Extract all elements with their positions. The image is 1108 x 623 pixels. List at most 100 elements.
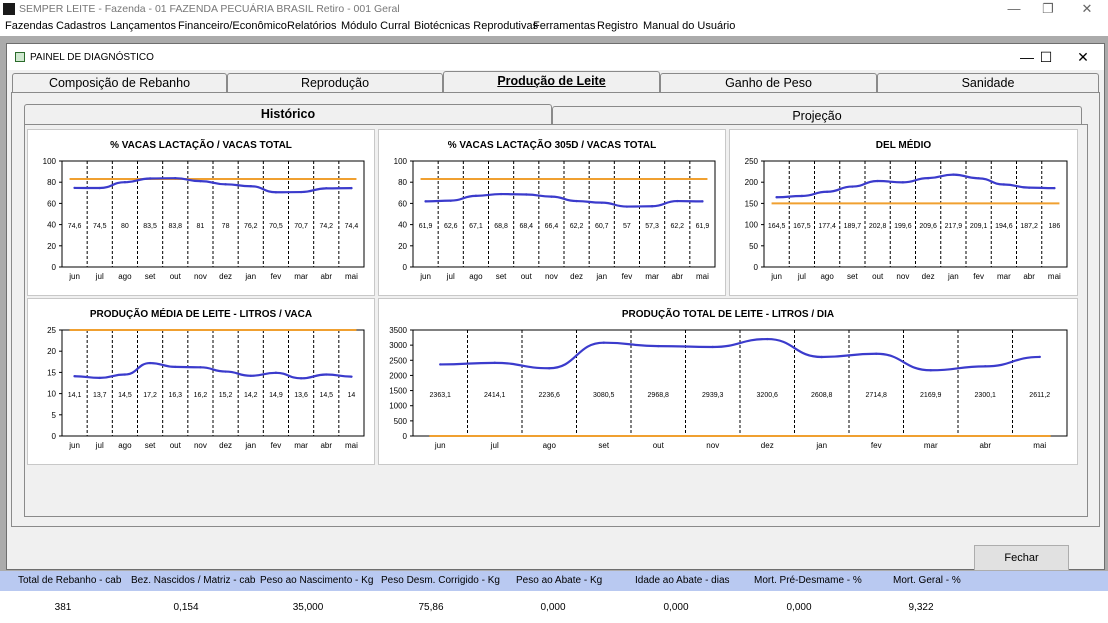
x-tick-label: jan bbox=[244, 441, 256, 450]
stat-label-peso-desmame: Peso Desm. Corrigido - Kg bbox=[381, 575, 500, 586]
x-tick-label: mai bbox=[696, 272, 709, 281]
y-tick-label: 2000 bbox=[389, 371, 407, 380]
subtab-projecao[interactable]: Projeção bbox=[552, 106, 1082, 125]
x-tick-label: mai bbox=[345, 441, 358, 450]
data-label: 2611,2 bbox=[1029, 392, 1050, 399]
data-point bbox=[977, 177, 980, 180]
y-tick-label: 60 bbox=[398, 199, 407, 208]
stat-label-mort-pre-desmame: Mort. Pré-Desmame - % bbox=[754, 575, 862, 586]
y-tick-label: 5 bbox=[52, 411, 57, 420]
chart-vacas-lactacao: % VACAS LACTAÇÃO / VACAS TOTAL 0 20 40 60 80 1… bbox=[27, 129, 375, 296]
data-point bbox=[325, 373, 328, 376]
dialog-minimize-button[interactable]: — bbox=[1020, 49, 1034, 65]
menu-financeiro[interactable]: Financeiro/Econômico bbox=[178, 20, 287, 32]
stat-value-mort-geral: 9,322 bbox=[908, 602, 934, 613]
data-point bbox=[224, 183, 227, 186]
menu-lancamentos[interactable]: Lançamentos bbox=[110, 20, 177, 32]
x-tick-label: mar bbox=[645, 272, 659, 281]
x-tick-label: mai bbox=[1033, 441, 1046, 450]
data-label: 83,8 bbox=[168, 223, 182, 230]
tab-producao-leite[interactable]: Produção de Leite bbox=[443, 71, 660, 92]
data-label: 74,2 bbox=[319, 223, 333, 230]
x-tick-label: nov bbox=[194, 272, 207, 281]
data-label: 70,5 bbox=[269, 223, 283, 230]
data-point bbox=[350, 186, 353, 190]
app-icon bbox=[3, 3, 15, 15]
close-window-button[interactable]: ✕ bbox=[1081, 1, 1093, 16]
x-tick-label: out bbox=[521, 272, 533, 281]
data-point bbox=[199, 179, 202, 183]
x-tick-label: jan bbox=[244, 272, 256, 281]
dialog-icon bbox=[15, 52, 25, 62]
y-tick-label: 80 bbox=[47, 178, 56, 187]
x-tick-label: abr bbox=[1023, 272, 1035, 281]
data-label: 2363,1 bbox=[430, 392, 452, 399]
y-tick-label: 0 bbox=[754, 263, 759, 272]
tab-sanidade[interactable]: Sanidade bbox=[877, 73, 1099, 92]
data-point bbox=[929, 369, 932, 372]
data-label: 194,6 bbox=[995, 223, 1013, 230]
data-label: 78 bbox=[222, 223, 230, 230]
minimize-button[interactable]: — bbox=[1007, 1, 1021, 16]
x-tick-label: nov bbox=[896, 272, 909, 281]
stat-label-bez-nascidos: Bez. Nascidos / Matriz - cab bbox=[131, 575, 256, 586]
menu-manual[interactable]: Manual do Usuário bbox=[643, 20, 736, 32]
subtab-historico[interactable]: Histórico bbox=[24, 104, 552, 125]
stat-label-mort-geral: Mort. Geral - % bbox=[893, 575, 961, 586]
data-point bbox=[876, 179, 879, 183]
tab-ganho-peso[interactable]: Ganho de Peso bbox=[660, 73, 877, 92]
data-point bbox=[98, 186, 101, 190]
menu-fazendas[interactable]: Fazendas bbox=[5, 20, 54, 32]
stat-value-idade-abate: 0,000 bbox=[663, 602, 689, 613]
data-label: 74,5 bbox=[93, 223, 107, 230]
x-tick-label: fev bbox=[271, 441, 282, 450]
chart-title: % VACAS LACTAÇÃO / VACAS TOTAL bbox=[110, 138, 292, 151]
y-tick-label: 100 bbox=[394, 157, 408, 166]
y-tick-label: 200 bbox=[745, 178, 759, 187]
fechar-button[interactable]: Fechar bbox=[974, 545, 1069, 571]
data-point bbox=[600, 201, 603, 204]
menu-cadastros[interactable]: Cadastros bbox=[56, 20, 107, 32]
dialog-title: PAINEL DE DIAGNÓSTICO bbox=[30, 52, 154, 63]
chart-producao-media-leite: PRODUÇÃO MÉDIA DE LEITE - LITROS / VACA 0… bbox=[27, 298, 375, 465]
dialog-maximize-button[interactable]: ☐ bbox=[1039, 49, 1053, 65]
x-tick-label: dez bbox=[219, 272, 232, 281]
data-point bbox=[493, 361, 496, 365]
data-label: 57,3 bbox=[645, 223, 659, 230]
data-label: 68,8 bbox=[494, 223, 508, 230]
menu-ferramentas[interactable]: Ferramentas bbox=[533, 20, 596, 32]
data-label: 62,2 bbox=[670, 223, 684, 230]
menu-biotecnicas[interactable]: Biotécnicas Reprodutivas bbox=[414, 20, 539, 32]
stat-value-peso-nascimento: 35,000 bbox=[292, 602, 324, 613]
data-label: 2236,6 bbox=[539, 392, 561, 399]
tab-composicao-rebanho[interactable]: Composição de Rebanho bbox=[12, 73, 227, 92]
restore-button[interactable]: ❐ bbox=[1042, 1, 1054, 16]
menu-relatorios[interactable]: Relatórios bbox=[287, 20, 337, 32]
y-tick-label: 25 bbox=[47, 326, 56, 335]
chart-svg: PRODUÇÃO MÉDIA DE LEITE - LITROS / VACA 0… bbox=[47, 307, 365, 450]
y-tick-label: 20 bbox=[47, 347, 56, 356]
data-point bbox=[851, 185, 854, 188]
chart-svg: DEL MÉDIO 0 50 100 150 200 250 164,5 jun 167,5 jul… bbox=[745, 138, 1068, 281]
data-label: 16,3 bbox=[168, 392, 182, 399]
dialog-close-button[interactable]: ✕ bbox=[1077, 49, 1089, 65]
data-point bbox=[984, 365, 987, 368]
x-tick-label: ago bbox=[118, 272, 132, 281]
x-tick-label: jul bbox=[797, 272, 806, 281]
y-tick-label: 100 bbox=[745, 221, 759, 230]
data-point bbox=[274, 191, 278, 194]
menu-modulo-curral[interactable]: Módulo Curral bbox=[341, 20, 411, 32]
data-label: 17,2 bbox=[143, 392, 157, 399]
data-point bbox=[274, 371, 278, 375]
tab-reproducao[interactable]: Reprodução bbox=[227, 73, 443, 92]
x-tick-label: dez bbox=[219, 441, 232, 450]
data-point bbox=[474, 194, 478, 198]
x-tick-label: nov bbox=[545, 272, 558, 281]
x-tick-label: set bbox=[847, 272, 858, 281]
chart-svg: PRODUÇÃO TOTAL DE LEITE - LITROS / DIA 0 5… bbox=[389, 307, 1068, 450]
data-point bbox=[325, 187, 328, 190]
data-label: 70,7 bbox=[294, 223, 308, 230]
menu-registro[interactable]: Registro bbox=[597, 20, 638, 32]
x-tick-label: jul bbox=[95, 272, 104, 281]
data-label: 209,1 bbox=[970, 223, 988, 230]
